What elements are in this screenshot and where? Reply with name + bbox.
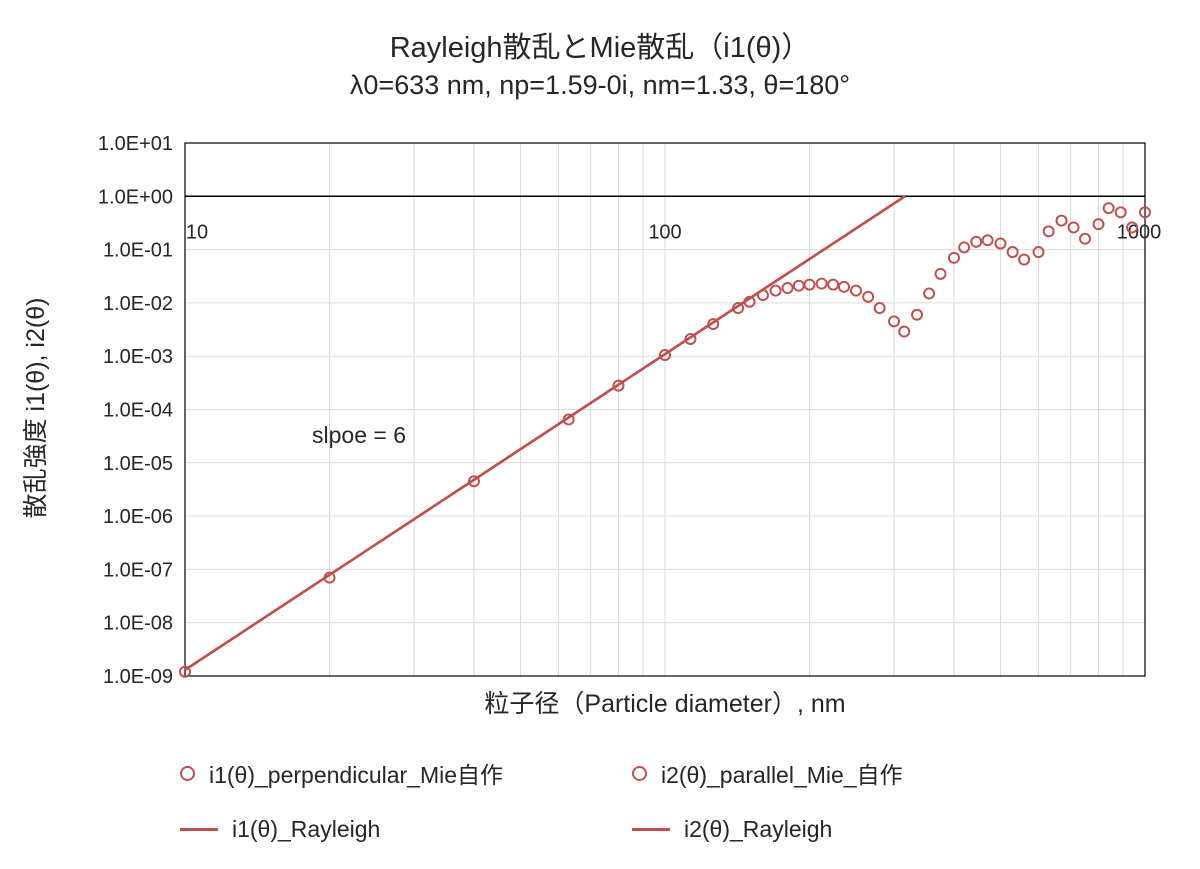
y-tick-label: 1.0E+00 — [98, 186, 173, 208]
x-tick-label: 1000 — [1117, 221, 1162, 243]
y-tick-label: 1.0E-04 — [103, 400, 173, 422]
legend-label: i2(θ)_parallel_Mie_自作 — [661, 762, 903, 788]
mie-data-point — [958, 241, 971, 254]
mie-data-point — [1114, 206, 1127, 219]
mie-data-point — [827, 278, 840, 291]
mie-data-point — [850, 284, 862, 297]
mie-data-point — [898, 325, 911, 338]
mie-data-point — [803, 278, 816, 291]
open-circle-marker-icon — [632, 765, 647, 781]
mie-data-point — [1042, 225, 1055, 238]
mie-data-point — [1079, 232, 1091, 245]
mie-data-point — [684, 333, 697, 345]
mie-data-point — [815, 277, 828, 290]
mie-data-point — [732, 302, 744, 314]
mie-data-point — [781, 282, 794, 294]
mie-data-point — [981, 234, 994, 247]
mie-data-point — [707, 318, 720, 331]
mie-data-point — [1126, 221, 1139, 234]
mie-data-point — [1067, 221, 1080, 234]
legend-item-i2-rayleigh: i2(θ)_Rayleigh — [632, 816, 903, 843]
mie-data-point — [1102, 202, 1115, 215]
mie-data-point — [179, 665, 191, 678]
chart-legend: i1(θ)_perpendicular_Mie自作 i2(θ)_parallel… — [180, 756, 903, 843]
legend-item-i1-mie: i1(θ)_perpendicular_Mie自作 — [180, 756, 632, 790]
y-tick-label: 1.0E-06 — [103, 506, 173, 528]
line-marker-icon — [632, 827, 670, 832]
slope-annotation: slpoe = 6 — [312, 422, 406, 448]
mie-data-point — [1018, 253, 1031, 266]
legend-label: i2(θ)_Rayleigh — [684, 816, 833, 842]
chart-subtitle: λ0=633 nm, np=1.59-0i, nm=1.33, θ=180° — [349, 70, 851, 100]
x-tick-label: 100 — [648, 221, 681, 243]
y-tick-label: 1.0E+01 — [98, 133, 173, 155]
mie-data-point — [1032, 246, 1045, 258]
chart-title: Rayleigh散乱とMie散乱（i1(θ)） — [389, 32, 811, 64]
mie-data-point — [923, 287, 936, 300]
y-tick-label: 1.0E-05 — [103, 453, 173, 475]
x-tick-label: 10 — [186, 221, 208, 243]
mie-data-point — [838, 280, 850, 293]
mie-data-point — [934, 268, 947, 280]
mie-data-point — [1055, 214, 1068, 227]
mie-data-point — [1006, 246, 1019, 258]
plot-border — [184, 142, 1146, 677]
y-tick-label: 1.0E-07 — [103, 559, 173, 581]
mie-data-point — [873, 302, 886, 314]
y-tick-label: 1.0E-03 — [103, 346, 173, 368]
mie-data-point — [994, 237, 1007, 250]
mie-data-point — [888, 315, 900, 328]
mie-data-point — [659, 349, 671, 361]
mie-data-point — [468, 475, 480, 488]
mie-data-point — [970, 235, 983, 248]
mie-data-point — [1092, 218, 1105, 231]
mie-data-point — [323, 571, 336, 584]
mie-data-point — [1139, 206, 1151, 219]
mie-data-point — [562, 413, 575, 426]
mie-data-point — [792, 279, 805, 292]
open-circle-marker-icon — [180, 765, 195, 781]
legend-item-i2-mie: i2(θ)_parallel_Mie_自作 — [632, 756, 903, 790]
mie-data-point — [757, 289, 769, 302]
mie-data-point — [948, 251, 960, 264]
y-tick-label: 1.0E-08 — [103, 613, 173, 635]
legend-label: i1(θ)_perpendicular_Mie自作 — [209, 762, 504, 788]
mie-data-point — [743, 295, 756, 308]
y-tick-label: 1.0E-02 — [103, 293, 173, 315]
y-tick-label: 1.0E-01 — [103, 240, 173, 262]
y-tick-label: 1.0E-09 — [103, 666, 173, 688]
x-axis-title: 粒子径（Particle diameter）, nm — [484, 690, 846, 718]
mie-data-point — [612, 379, 625, 392]
mie-data-point — [769, 284, 782, 297]
mie-data-point — [911, 308, 923, 321]
mie-data-point — [862, 290, 875, 303]
legend-label: i1(θ)_Rayleigh — [232, 816, 381, 842]
rayleigh-line — [184, 195, 906, 671]
legend-item-i1-rayleigh: i1(θ)_Rayleigh — [180, 816, 632, 843]
line-marker-icon — [180, 827, 218, 832]
